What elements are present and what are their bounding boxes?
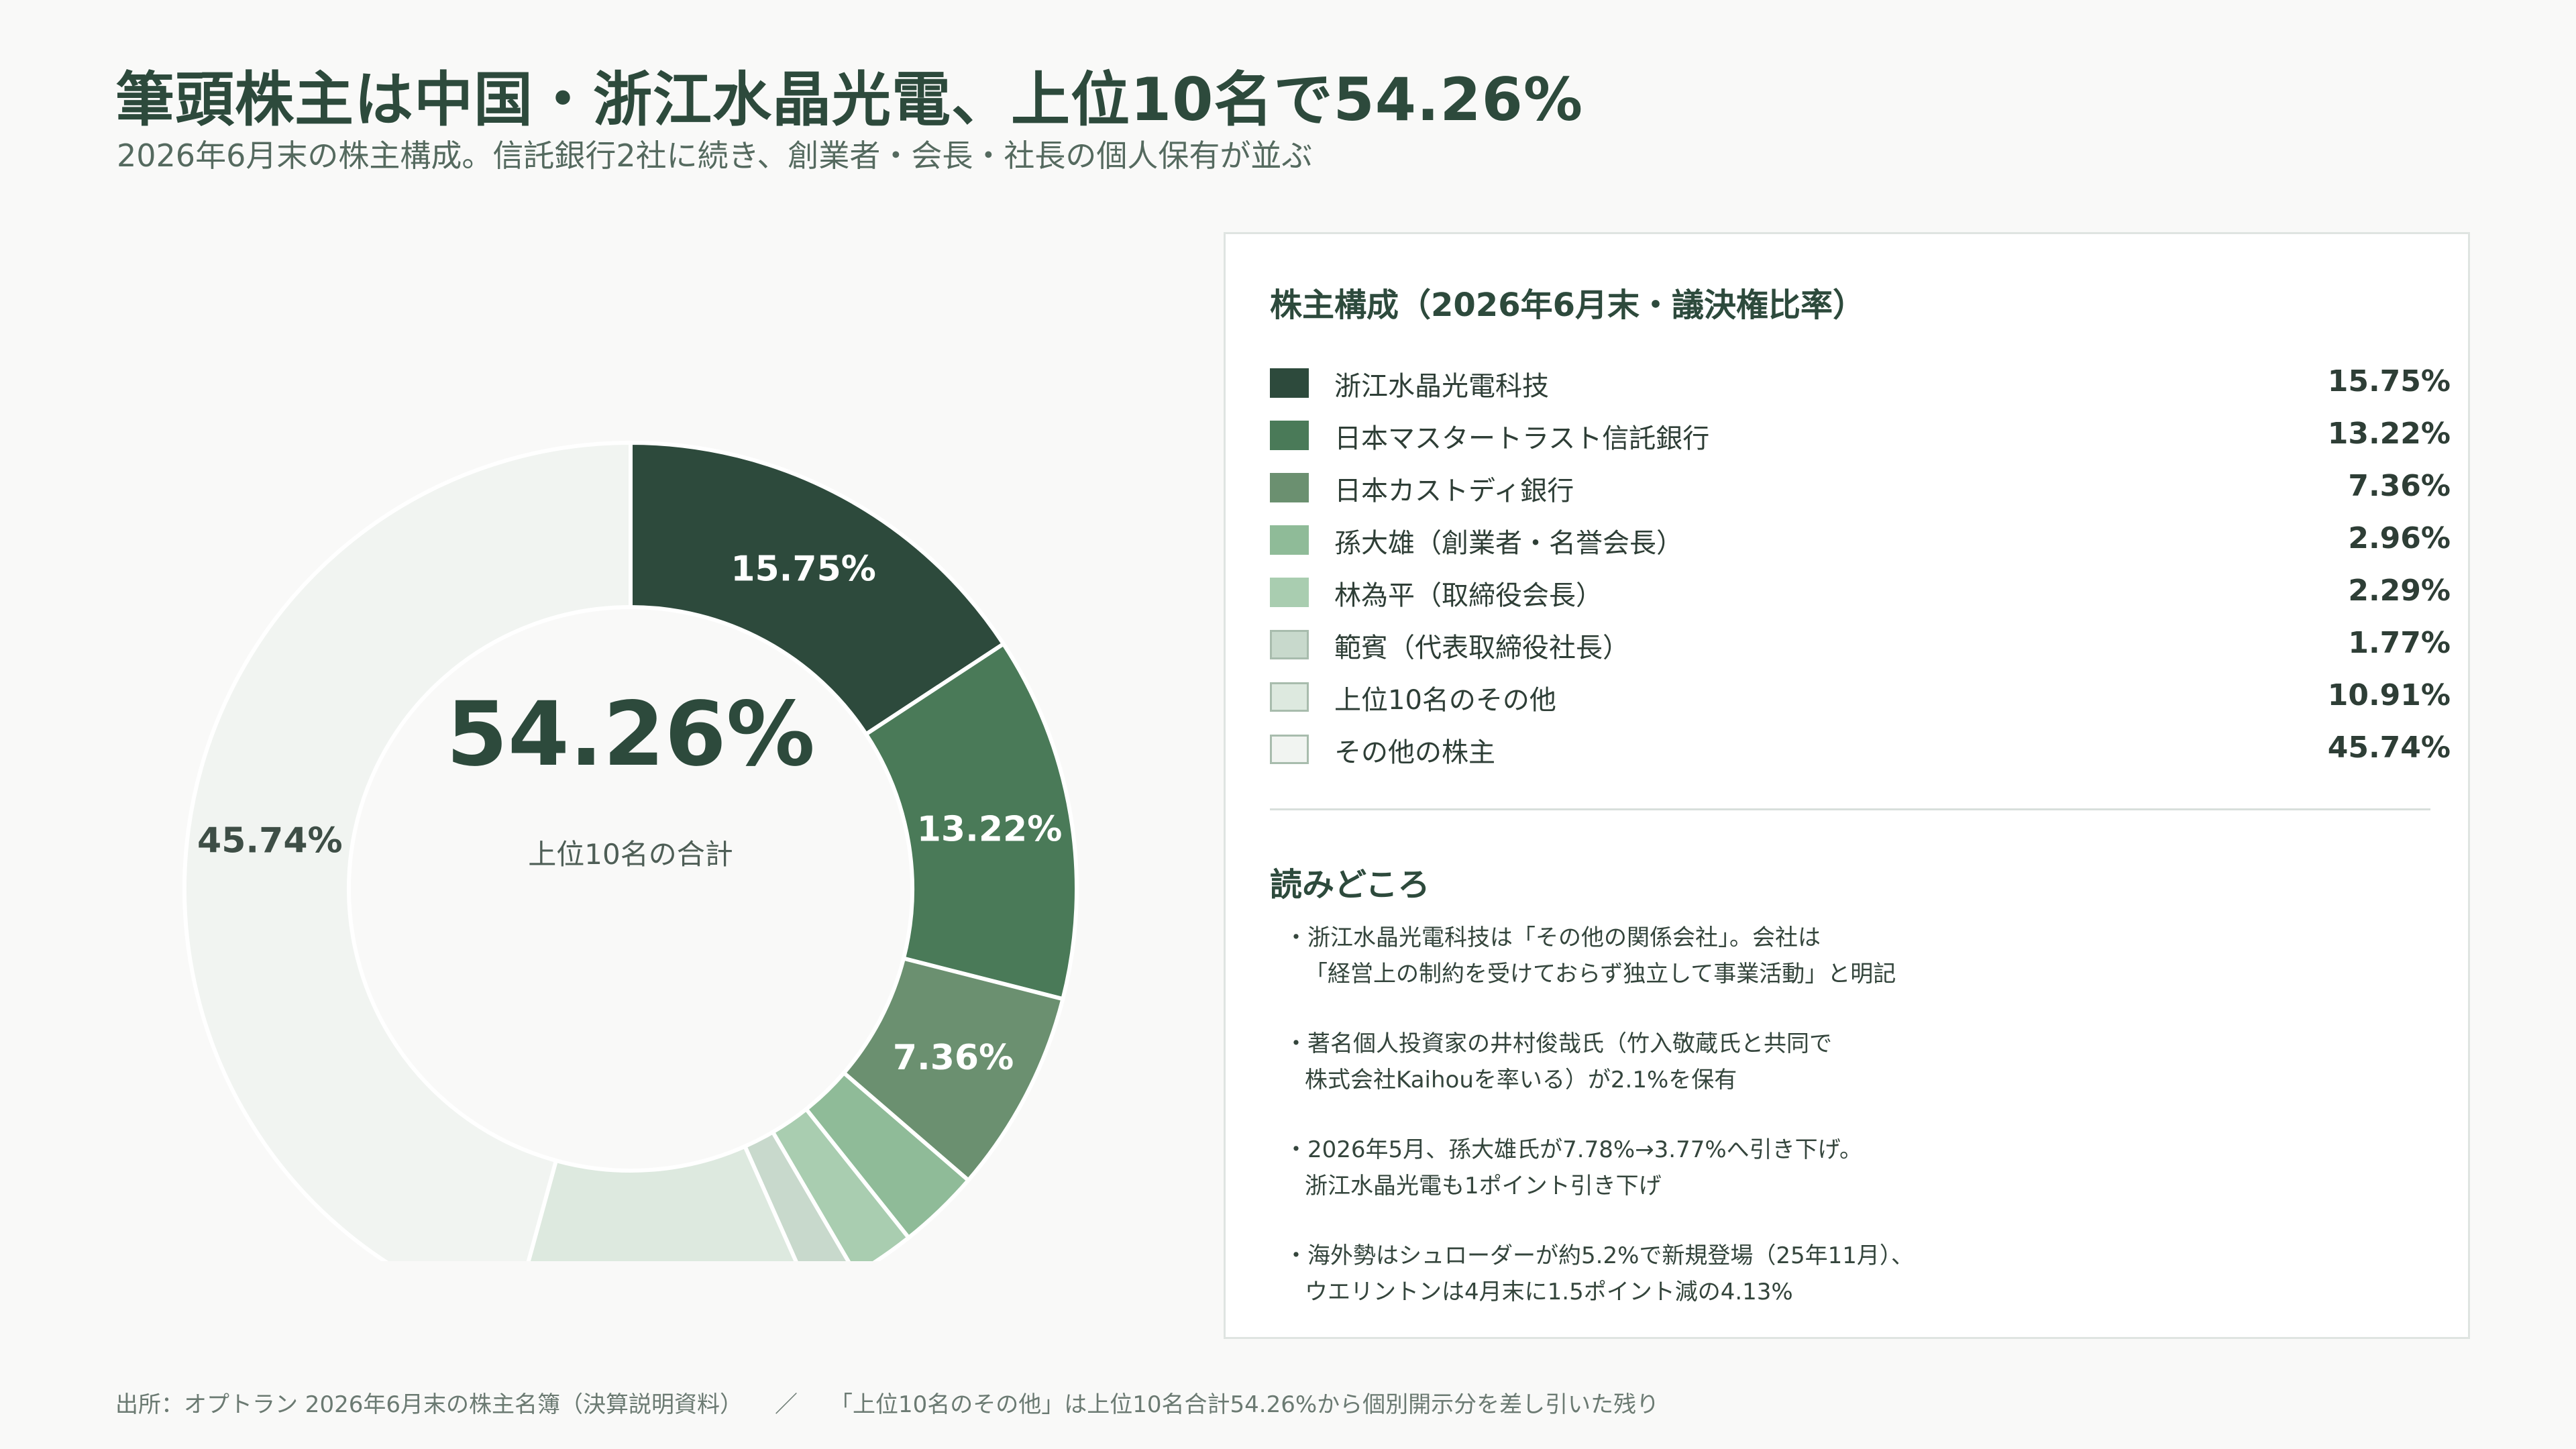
legend-label: 日本マスタートラスト信託銀行	[1334, 423, 1710, 454]
note-line: ・浙江水晶光電科技は「その他の関係会社」。会社は	[1285, 924, 1821, 951]
legend-row: 浙江水晶光電科技 15.75%	[1270, 362, 2451, 414]
note-line: 「経営上の制約を受けておらず独立して事業活動」と明記	[1305, 961, 1896, 987]
legend-row: 日本カストディ銀行 7.36%	[1270, 466, 2451, 519]
slice-value-label: 15.75%	[731, 549, 876, 590]
legend-swatch	[1270, 525, 1309, 555]
notes-title: 読みどころ	[1270, 866, 1430, 904]
legend: 浙江水晶光電科技 15.75% 日本マスタートラスト信託銀行 13.22% 日本カストデ…	[1270, 362, 2451, 780]
donut-slice-6	[526, 1143, 798, 1261]
note-line: ウエリントンは4月末に1.5ポイント減の4.13%	[1305, 1279, 1793, 1305]
legend-value: 2.96%	[2348, 521, 2451, 555]
slice-value-label: 7.36%	[893, 1038, 1014, 1078]
note-line: ・2026年5月、孫大雄氏が7.78%→3.77%へ引き下げ。	[1285, 1136, 1862, 1163]
footer-separator: ／	[774, 1391, 798, 1418]
legend-row: その他の株主 45.74%	[1270, 728, 2451, 780]
legend-value: 13.22%	[2327, 417, 2451, 451]
divider	[1270, 808, 2430, 810]
donut-slice-0	[629, 440, 1006, 737]
legend-swatch	[1270, 630, 1309, 659]
legend-value: 10.91%	[2327, 678, 2451, 712]
note-line: ・海外勢はシュローダーが約5.2%で新規登場（25年11月）、	[1285, 1242, 1914, 1269]
legend-label: 孫大雄（創業者・名誉会長）	[1334, 528, 1683, 559]
footer-source: 出所：オプトラン 2026年6月末の株主名簿（決算説明資料）	[115, 1391, 743, 1418]
legend-row: 孫大雄（創業者・名誉会長） 2.96%	[1270, 519, 2451, 571]
legend-label: 日本カストディ銀行	[1334, 476, 1574, 506]
legend-value: 1.77%	[2348, 626, 2451, 660]
legend-swatch	[1270, 735, 1309, 764]
note-line: 浙江水晶光電も1ポイント引き下げ	[1305, 1173, 1662, 1199]
legend-label: 範賓（代表取締役社長）	[1334, 633, 1629, 663]
legend-label: 浙江水晶光電科技	[1334, 371, 1549, 402]
donut-slice-1	[863, 641, 1079, 1002]
legend-swatch	[1270, 421, 1309, 450]
legend-swatch	[1270, 578, 1309, 607]
legend-row: 範賓（代表取締役社長） 1.77%	[1270, 623, 2451, 676]
footer: 出所：オプトラン 2026年6月末の株主名簿（決算説明資料） ／ 「上位10名のその…	[115, 1386, 1659, 1419]
donut-chart: 15.75% 13.22% 7.36% 45.74% 54.26% 上位10名の合計	[182, 440, 1079, 1261]
slice-value-label: 45.74%	[197, 821, 343, 861]
center-total-label: 上位10名の合計	[528, 838, 733, 871]
legend-value: 2.29%	[2348, 574, 2451, 608]
page-title: 筆頭株主は中国・浙江水晶光電、上位10名で54.26%	[115, 65, 1583, 134]
legend-row: 上位10名のその他 10.91%	[1270, 676, 2451, 728]
legend-label: 上位10名のその他	[1334, 685, 1556, 716]
donut-slice-7	[182, 440, 633, 1261]
legend-row: 林為平（取締役会長） 2.29%	[1270, 571, 2451, 623]
legend-swatch	[1270, 682, 1309, 712]
note-line: 株式会社Kaihouを率いる）が2.1%を保有	[1305, 1067, 1737, 1093]
legend-swatch	[1270, 368, 1309, 398]
page-subtitle: 2026年6月末の株主構成。信託銀行2社に続き、創業者・会長・社長の個人保有が並…	[117, 138, 1313, 174]
note-item: ・浙江水晶光電科技は「その他の関係会社」。会社は 「経営上の制約を受けておらず独…	[1285, 920, 2425, 992]
note-line: ・著名個人投資家の井村俊哉氏（竹入敬蔵氏と共同で	[1285, 1030, 1832, 1057]
notes-list: ・浙江水晶光電科技は「その他の関係会社」。会社は 「経営上の制約を受けておらず独…	[1285, 920, 2425, 1344]
footer-note: 「上位10名のその他」は上位10名合計54.26%から個別開示分を差し引いた残り	[829, 1391, 1660, 1418]
legend-value: 45.74%	[2327, 731, 2451, 765]
legend-panel: 株主構成（2026年6月末・議決権比率） 浙江水晶光電科技 15.75% 日本マスタ…	[1224, 232, 2470, 1339]
legend-value: 15.75%	[2327, 364, 2451, 398]
legend-swatch	[1270, 473, 1309, 502]
legend-title: 株主構成（2026年6月末・議決権比率）	[1270, 286, 1865, 324]
note-item: ・著名個人投資家の井村俊哉氏（竹入敬蔵氏と共同で 株式会社Kaihouを率いる）…	[1285, 1026, 2425, 1098]
legend-label: その他の株主	[1334, 737, 1495, 768]
legend-row: 日本マスタートラスト信託銀行 13.22%	[1270, 414, 2451, 466]
center-total-value: 54.26%	[446, 683, 815, 786]
note-item: ・海外勢はシュローダーが約5.2%で新規登場（25年11月）、 ウエリントンは4…	[1285, 1238, 2425, 1310]
slice-value-label: 13.22%	[917, 809, 1063, 849]
note-item: ・2026年5月、孫大雄氏が7.78%→3.77%へ引き下げ。 浙江水晶光電も1…	[1285, 1132, 2425, 1204]
legend-label: 林為平（取締役会長）	[1334, 580, 1603, 611]
legend-value: 7.36%	[2348, 469, 2451, 503]
